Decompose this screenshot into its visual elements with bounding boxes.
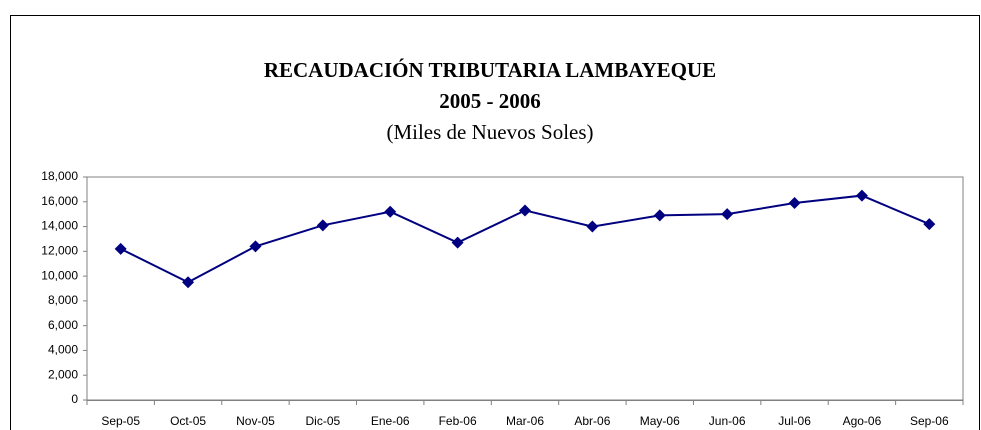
data-point (855, 189, 868, 202)
x-tick-label: Feb-06 (439, 414, 477, 428)
y-tick-label: 8,000 (48, 293, 78, 307)
y-tick-label: 0 (71, 392, 78, 406)
chart-title: RECAUDACIÓN TRIBUTARIA LAMBAYEQUE (264, 58, 716, 82)
x-tick-label: Mar-06 (506, 414, 544, 428)
y-tick-label: 18,000 (41, 169, 78, 183)
data-point (519, 204, 531, 217)
y-tick-label: 2,000 (48, 367, 78, 381)
data-point (788, 197, 801, 210)
x-tick-label: Oct-05 (170, 414, 206, 428)
x-tick-label: Abr-06 (574, 414, 610, 428)
y-tick-label: 16,000 (41, 194, 78, 208)
x-tick-label: May-06 (640, 414, 680, 428)
data-point (114, 242, 127, 255)
chart-subtitle: 2005 - 2006 (439, 89, 541, 113)
data-point (182, 276, 195, 289)
x-tick-label: Sep-06 (910, 414, 949, 428)
y-tick-label: 12,000 (41, 244, 78, 258)
data-point (384, 205, 397, 218)
y-tick-label: 4,000 (48, 343, 78, 357)
x-tick-label: Ago-06 (843, 414, 882, 428)
data-point (451, 236, 464, 249)
y-tick-label: 14,000 (41, 219, 78, 233)
x-tick-label: Sep-05 (101, 414, 140, 428)
data-point (923, 218, 936, 231)
x-tick-label: Dic-05 (306, 414, 341, 428)
x-tick-label: Jun-06 (709, 414, 746, 428)
data-point (249, 240, 262, 253)
data-point (721, 208, 734, 221)
x-tick-label: Nov-05 (236, 414, 275, 428)
data-point (316, 219, 329, 232)
y-tick-label: 6,000 (48, 318, 78, 332)
x-tick-label: Ene-06 (371, 414, 410, 428)
chart-frame (10, 15, 980, 430)
chart-annotation: (Miles de Nuevos Soles) (386, 120, 593, 144)
y-tick-label: 10,000 (41, 268, 78, 282)
x-tick-label: Jul-06 (778, 414, 811, 428)
data-point (653, 209, 666, 222)
data-point (586, 220, 599, 233)
